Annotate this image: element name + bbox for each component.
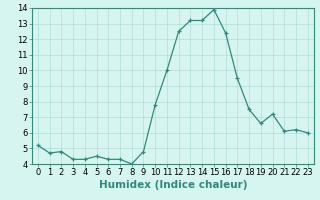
X-axis label: Humidex (Indice chaleur): Humidex (Indice chaleur) <box>99 180 247 190</box>
